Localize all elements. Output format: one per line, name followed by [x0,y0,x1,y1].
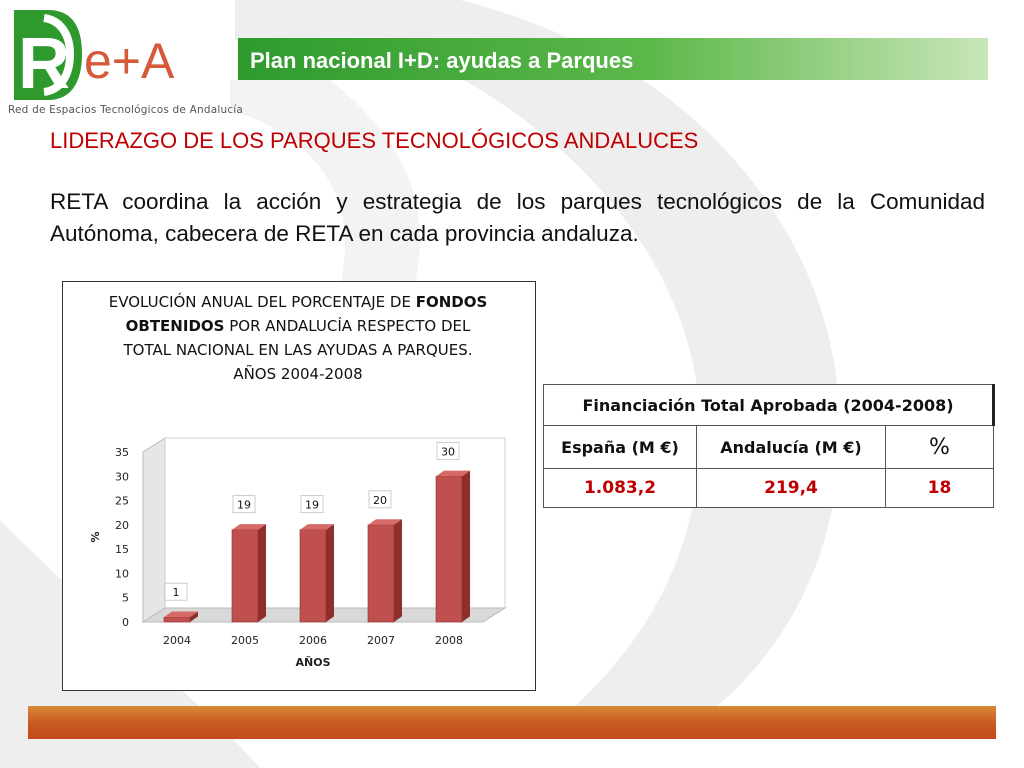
y-tick-label: 5 [122,592,129,605]
bar-chart: 0 5 10 15 20 25 30 35 1 2004 19 2005 19 2006 20 2007 30 2… [89,437,507,669]
header-bar: Plan nacional I+D: ayudas a Parques [238,38,988,80]
logo-letter-r: R [18,24,70,104]
intro-paragraph: RETA coordina la acción y estrategia de … [50,186,985,250]
bar [299,529,327,623]
cell-andalucia: 219,4 [696,468,886,508]
x-tick-label: 2007 [367,634,395,647]
col-header-espana: España (M €) [543,425,697,469]
bar [231,529,259,623]
x-tick-label: 2006 [299,634,327,647]
data-label: 30 [441,445,455,458]
data-label: 19 [237,499,251,512]
y-tick-label: 20 [115,519,129,532]
x-tick-label: 2005 [231,634,259,647]
chart-title-bold: FONDOS OBTENIDOS [125,293,488,335]
y-tick-label: 35 [115,446,129,459]
logo-subtitle: Red de Espacios Tecnológicos de Andalucí… [8,104,244,116]
y-axis-title: % [89,531,102,542]
bar-side [326,524,334,622]
data-label-box [232,495,256,514]
bar [163,616,191,623]
funding-table: Financiación Total Aprobada (2004-2008) … [543,384,995,508]
data-label-box [436,441,460,460]
bar-side [258,524,266,622]
reta-logo: R e+A [14,10,175,104]
bar [367,524,395,623]
data-label-box [300,495,324,514]
y-tick-label: 25 [115,495,129,508]
chart-title: EVOLUCIÓN ANUAL DEL PORCENTAJE DE FONDOS… [103,290,493,386]
bar-top [164,611,198,618]
col-header-percent: % [885,425,994,469]
intro-text: RETA coordina la acción y estrategia de … [50,189,985,246]
cell-percent: 18 [885,468,994,508]
bar-side [462,470,470,622]
bar-top [300,524,334,530]
section-heading: LIDERAZGO DE LOS PARQUES TECNOLÓGICOS AN… [50,128,699,153]
footer-bar [28,706,996,739]
chart-side-wall [142,437,166,623]
data-label-box [368,490,392,509]
y-tick-label: 30 [115,470,129,483]
bar-top [368,519,402,525]
bar-top [232,524,266,530]
table-title: Financiación Total Aprobada (2004-2008) [543,384,995,426]
y-tick-label: 15 [115,543,129,556]
chart-panel: EVOLUCIÓN ANUAL DEL PORCENTAJE DE FONDOS… [62,281,536,691]
data-label: 20 [373,494,387,507]
x-tick-label: 2004 [163,634,191,647]
x-axis-title: AÑOS [296,656,331,669]
y-tick-label: 0 [122,616,129,629]
page-title: Plan nacional I+D: ayudas a Parques [250,48,634,73]
chart-title-part-1: EVOLUCIÓN ANUAL DEL PORCENTAJE DE [108,293,416,311]
bar-side [190,611,198,622]
chart-title-part-3: POR ANDALUCÍA RESPECTO DEL TOTAL NACIONA… [123,317,473,359]
bar-top [436,470,470,477]
cell-espana: 1.083,2 [543,468,697,508]
logo-letters: e+A [84,33,175,89]
data-label-box [164,582,188,601]
data-label: 1 [173,586,180,599]
y-tick-label: 10 [115,567,129,580]
bar-side [394,519,402,622]
col-header-andalucia: Andalucía (M €) [696,425,886,469]
data-label: 19 [305,499,319,512]
chart-title-years: AÑOS 2004-2008 [233,365,363,383]
x-tick-label: 2008 [435,634,463,647]
bar [435,475,463,623]
